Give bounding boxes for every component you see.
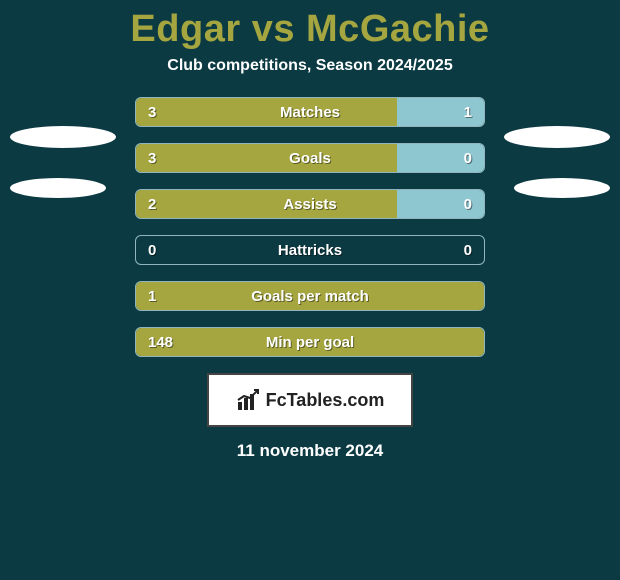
- subtitle: Club competitions, Season 2024/2025: [0, 57, 620, 75]
- club-badge-left-2: [10, 178, 106, 198]
- stat-row: 31Matches: [135, 97, 485, 127]
- stat-row: 148Min per goal: [135, 327, 485, 357]
- chart-growth-icon: [236, 388, 260, 412]
- date-text: 11 november 2024: [0, 441, 620, 461]
- stat-label: Matches: [136, 98, 484, 126]
- stat-row: 30Goals: [135, 143, 485, 173]
- vs-label: vs: [252, 8, 295, 50]
- stat-row: 20Assists: [135, 189, 485, 219]
- club-badge-right-1: [504, 126, 610, 148]
- stat-row: 00Hattricks: [135, 235, 485, 265]
- title: Edgar vs McGachie: [0, 8, 620, 51]
- stat-label: Assists: [136, 190, 484, 218]
- stat-label: Hattricks: [136, 236, 484, 264]
- source-logo-text: FcTables.com: [266, 390, 385, 411]
- stat-row: 1Goals per match: [135, 281, 485, 311]
- player1-name: Edgar: [130, 8, 240, 50]
- stat-label: Goals: [136, 144, 484, 172]
- stat-label: Goals per match: [136, 282, 484, 310]
- source-logo: FcTables.com: [207, 373, 413, 427]
- comparison-infographic: Edgar vs McGachie Club competitions, Sea…: [0, 0, 620, 580]
- club-badge-left-1: [10, 126, 116, 148]
- player2-name: McGachie: [306, 8, 490, 50]
- stats-rows: 31Matches 30Goals 20Assists 00Hattricks 1Goa…: [135, 97, 485, 357]
- stat-label: Min per goal: [136, 328, 484, 356]
- club-badge-right-2: [514, 178, 610, 198]
